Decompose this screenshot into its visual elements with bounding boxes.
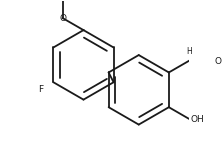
Text: O: O [59, 14, 66, 23]
Text: OH: OH [191, 115, 204, 124]
Text: H: H [186, 48, 192, 56]
Text: O: O [215, 57, 222, 66]
Text: F: F [38, 85, 43, 94]
